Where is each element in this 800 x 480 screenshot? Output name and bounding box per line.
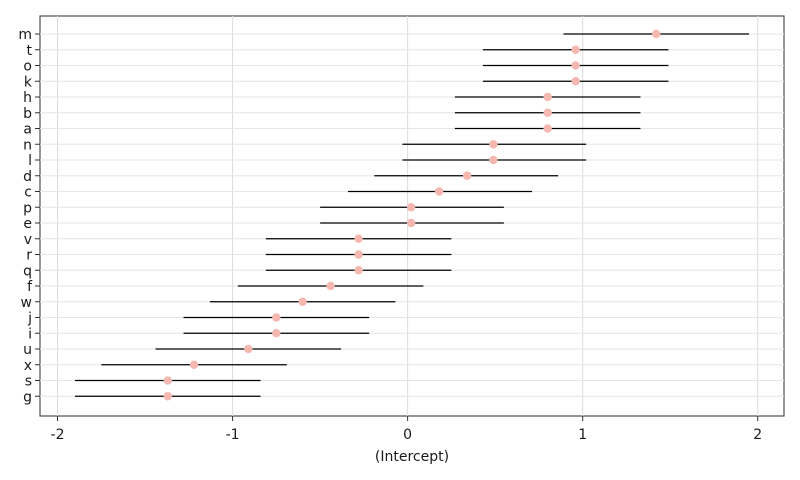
y-tick-label: h [23,90,32,106]
estimate-point [571,45,580,54]
y-tick-label: t [27,43,33,59]
y-tick-label: r [26,248,32,264]
estimate-point [244,344,253,354]
estimate-point [652,29,661,39]
x-tick-label: 2 [753,427,762,443]
estimate-point [163,392,172,401]
estimate-point [489,140,498,149]
estimate-point [189,360,199,369]
estimate-point [272,313,281,322]
estimate-point [571,61,580,70]
y-tick-label: k [24,74,33,90]
estimate-point [272,329,281,338]
y-tick-label: s [25,374,32,390]
y-tick-label: q [23,263,32,279]
estimate-point [326,281,335,291]
estimate-point [543,124,552,133]
x-tick-label: 0 [403,427,412,443]
estimate-point [354,234,363,243]
y-tick-label: e [23,216,32,232]
y-tick-label: l [28,153,32,169]
y-tick-label: p [23,200,32,216]
plot-panel [39,15,785,417]
y-tick-label: n [23,137,32,153]
y-tick-label: j [27,311,32,327]
y-tick-label: g [23,389,32,405]
estimate-point [543,92,552,102]
estimate-points [163,29,661,401]
estimate-point [543,108,552,117]
estimate-point [571,77,580,86]
estimate-point [163,376,172,385]
estimate-point [462,171,472,180]
estimate-point [489,155,498,165]
estimate-point [354,250,363,259]
y-tick-label: m [18,27,32,43]
y-tick-label: b [23,106,32,122]
x-tick-label: -1 [226,427,240,443]
estimate-point [406,218,416,228]
estimate-point [354,266,363,275]
y-tick-label: w [21,295,32,311]
estimate-point [406,203,416,212]
estimate-point [434,187,444,196]
y-tick-label: i [28,326,32,342]
y-tick-label: o [23,59,32,75]
x-tick-label: -2 [51,427,65,443]
y-tick-label: f [27,279,33,295]
x-tick-label: 1 [578,427,587,443]
y-tick-label: a [23,122,32,138]
y-tick-label: x [24,358,32,374]
x-axis-title: (Intercept) [375,449,449,465]
x-axis-ticks: -2 -1 0 1 2 [51,416,762,443]
y-tick-label: u [23,342,32,358]
y-tick-label: d [23,169,32,185]
estimate-point [298,297,307,306]
y-tick-label: v [24,232,32,248]
y-tick-label: c [24,185,32,201]
